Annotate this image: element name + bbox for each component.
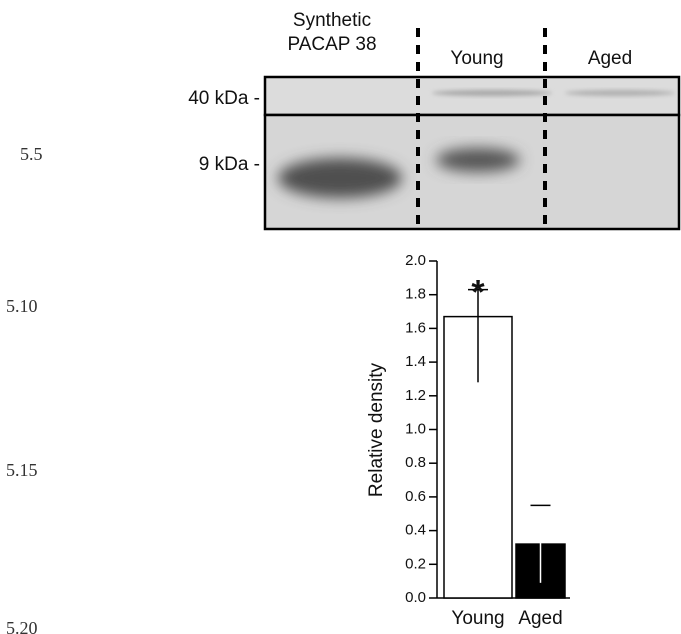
y-axis-label: Relative density xyxy=(366,362,387,497)
bar-chart: Relative density xyxy=(366,362,387,497)
marker-label: 9 kDa - xyxy=(199,154,260,175)
figure: 5.5 5.10 5.15 5.20 Synthetic PACAP 38 Yo… xyxy=(0,0,681,634)
line-number: 5.10 xyxy=(6,296,38,316)
lane-label: Young xyxy=(450,48,503,69)
y-tick-label: 1.0 xyxy=(405,420,426,437)
y-tick-label: 1.8 xyxy=(405,286,426,303)
y-tick-label: 1.6 xyxy=(405,319,426,336)
y-tick-label: 1.2 xyxy=(405,387,426,404)
y-tick-label: 1.4 xyxy=(405,353,426,370)
lane-label: Aged xyxy=(588,48,632,69)
line-number: 5.20 xyxy=(6,618,38,634)
line-number: 5.15 xyxy=(6,460,38,480)
y-tick-label: 0.4 xyxy=(405,522,426,539)
y-tick-label: 0.6 xyxy=(405,488,426,505)
y-tick-label: 2.0 xyxy=(405,252,426,269)
lane-label: PACAP 38 xyxy=(287,34,376,55)
lane-label: Synthetic xyxy=(293,10,371,31)
line-number: 5.5 xyxy=(20,144,43,164)
y-tick-label: 0.2 xyxy=(405,555,426,572)
y-tick-label: 0.8 xyxy=(405,454,426,471)
significance-marker: * xyxy=(471,274,485,312)
marker-label: 40 kDa - xyxy=(188,88,260,109)
x-tick-label: Aged xyxy=(518,608,562,629)
y-tick-label: 0.0 xyxy=(405,589,426,606)
x-tick-label: Young xyxy=(451,608,504,629)
